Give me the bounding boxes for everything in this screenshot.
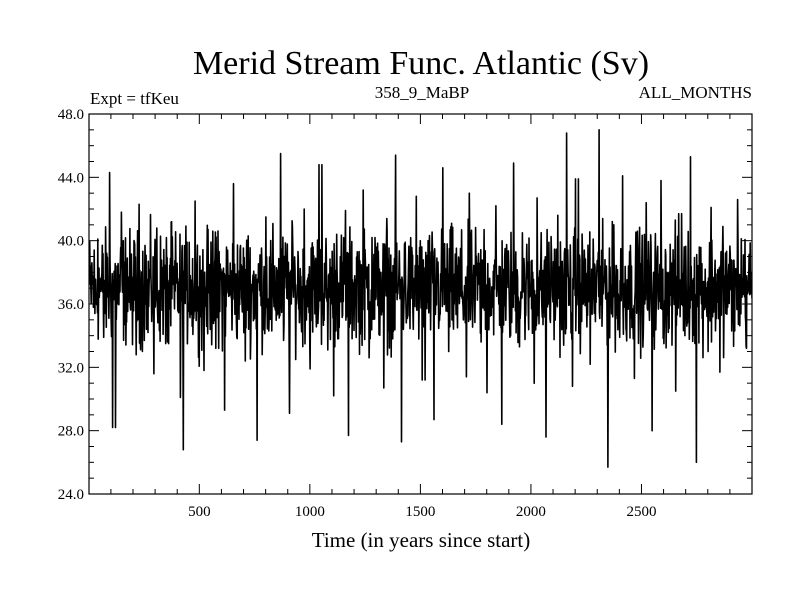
y-tick-label: 32.0 — [58, 360, 84, 376]
chart-title: Merid Stream Func. Atlantic (Sv) — [193, 45, 649, 82]
x-tick-label: 2500 — [626, 504, 656, 520]
x-tick-label: 1500 — [405, 504, 435, 520]
axes: 500 1000 1500 2000 2500 24.0 28.0 32.0 36.0 40.0 4… — [58, 107, 753, 520]
y-tick-label: 28.0 — [58, 424, 84, 440]
y-tick-label: 40.0 — [58, 234, 84, 250]
plot-area — [89, 129, 752, 468]
x-tick-label: 2000 — [516, 504, 546, 520]
period-label: ALL_MONTHS — [639, 83, 752, 102]
run-label: 358_9_MaBP — [375, 83, 469, 102]
y-tick-label: 44.0 — [58, 170, 84, 186]
y-tick-label: 48.0 — [58, 107, 84, 123]
series-line — [89, 129, 752, 468]
y-tick-label: 24.0 — [58, 487, 84, 503]
y-tick-label: 36.0 — [58, 297, 84, 313]
experiment-label: Expt = tfKeu — [90, 89, 179, 108]
x-tick-label: 1000 — [295, 504, 325, 520]
x-tick-label: 500 — [188, 504, 211, 520]
x-axis-label: Time (in years since start) — [312, 528, 531, 552]
